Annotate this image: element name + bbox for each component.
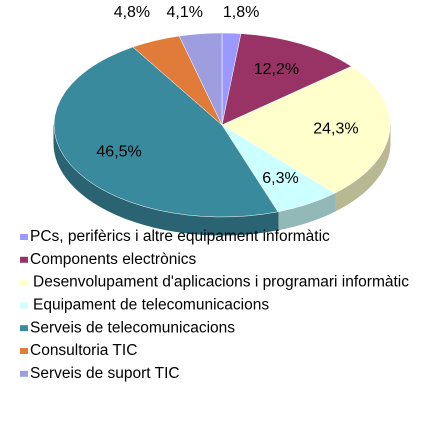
- slice: [53, 46, 279, 218]
- data-label: 1,8%: [223, 4, 259, 21]
- legend-swatch: [20, 370, 28, 377]
- slice: [221, 33, 352, 126]
- data-label: 12,2%: [254, 61, 299, 78]
- legend-label: Equipament de telecomunicacions: [33, 296, 269, 313]
- legend-label: PCs, perifèrics i altre equipament infor…: [30, 228, 330, 245]
- legend-swatch: [20, 279, 28, 286]
- legend-label: Components electrònics: [30, 251, 197, 268]
- legend-swatch: [20, 234, 28, 240]
- legend-swatch: [20, 348, 28, 354]
- legend-label: Serveis de suport TIC: [30, 365, 180, 382]
- legend-label: Serveis de telecomunicacions: [30, 319, 235, 336]
- legend-swatch: [20, 325, 28, 332]
- data-label: 24,3%: [313, 121, 358, 138]
- legend-label: Consultoria TIC: [30, 342, 137, 359]
- data-label: 4,8%: [114, 4, 150, 21]
- legend-label: Desenvolupament d'aplicacions i programa…: [33, 274, 409, 291]
- slice: [221, 66, 391, 194]
- data-label: 4,1%: [167, 4, 203, 21]
- legend-swatch: [20, 302, 28, 309]
- data-label: 46,5%: [96, 143, 141, 160]
- slice: [178, 32, 223, 126]
- legend-swatch: [20, 256, 28, 263]
- data-label: 6,3%: [262, 170, 298, 187]
